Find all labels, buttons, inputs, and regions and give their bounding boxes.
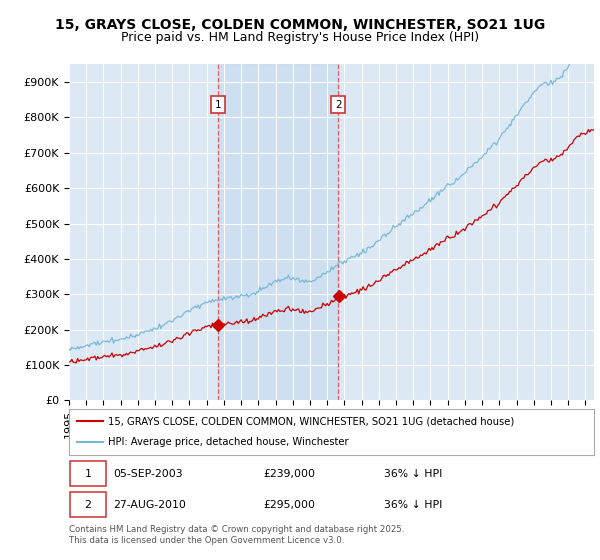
Text: 15, GRAYS CLOSE, COLDEN COMMON, WINCHESTER, SO21 1UG (detached house): 15, GRAYS CLOSE, COLDEN COMMON, WINCHEST… <box>109 416 515 426</box>
Text: 1: 1 <box>85 469 91 479</box>
Text: 36% ↓ HPI: 36% ↓ HPI <box>384 469 442 479</box>
Text: 36% ↓ HPI: 36% ↓ HPI <box>384 500 442 510</box>
Text: Price paid vs. HM Land Registry's House Price Index (HPI): Price paid vs. HM Land Registry's House … <box>121 31 479 44</box>
Text: 27-AUG-2010: 27-AUG-2010 <box>113 500 187 510</box>
Text: HPI: Average price, detached house, Winchester: HPI: Average price, detached house, Winc… <box>109 437 349 447</box>
Text: 1: 1 <box>215 100 222 110</box>
Text: £295,000: £295,000 <box>263 500 315 510</box>
FancyBboxPatch shape <box>70 492 106 517</box>
Text: 2: 2 <box>335 100 341 110</box>
Text: Contains HM Land Registry data © Crown copyright and database right 2025.
This d: Contains HM Land Registry data © Crown c… <box>69 525 404 545</box>
Text: 15, GRAYS CLOSE, COLDEN COMMON, WINCHESTER, SO21 1UG: 15, GRAYS CLOSE, COLDEN COMMON, WINCHEST… <box>55 18 545 32</box>
Text: 05-SEP-2003: 05-SEP-2003 <box>113 469 183 479</box>
Bar <box>218 64 338 400</box>
Text: £239,000: £239,000 <box>263 469 315 479</box>
FancyBboxPatch shape <box>70 461 106 487</box>
Text: 2: 2 <box>85 500 91 510</box>
